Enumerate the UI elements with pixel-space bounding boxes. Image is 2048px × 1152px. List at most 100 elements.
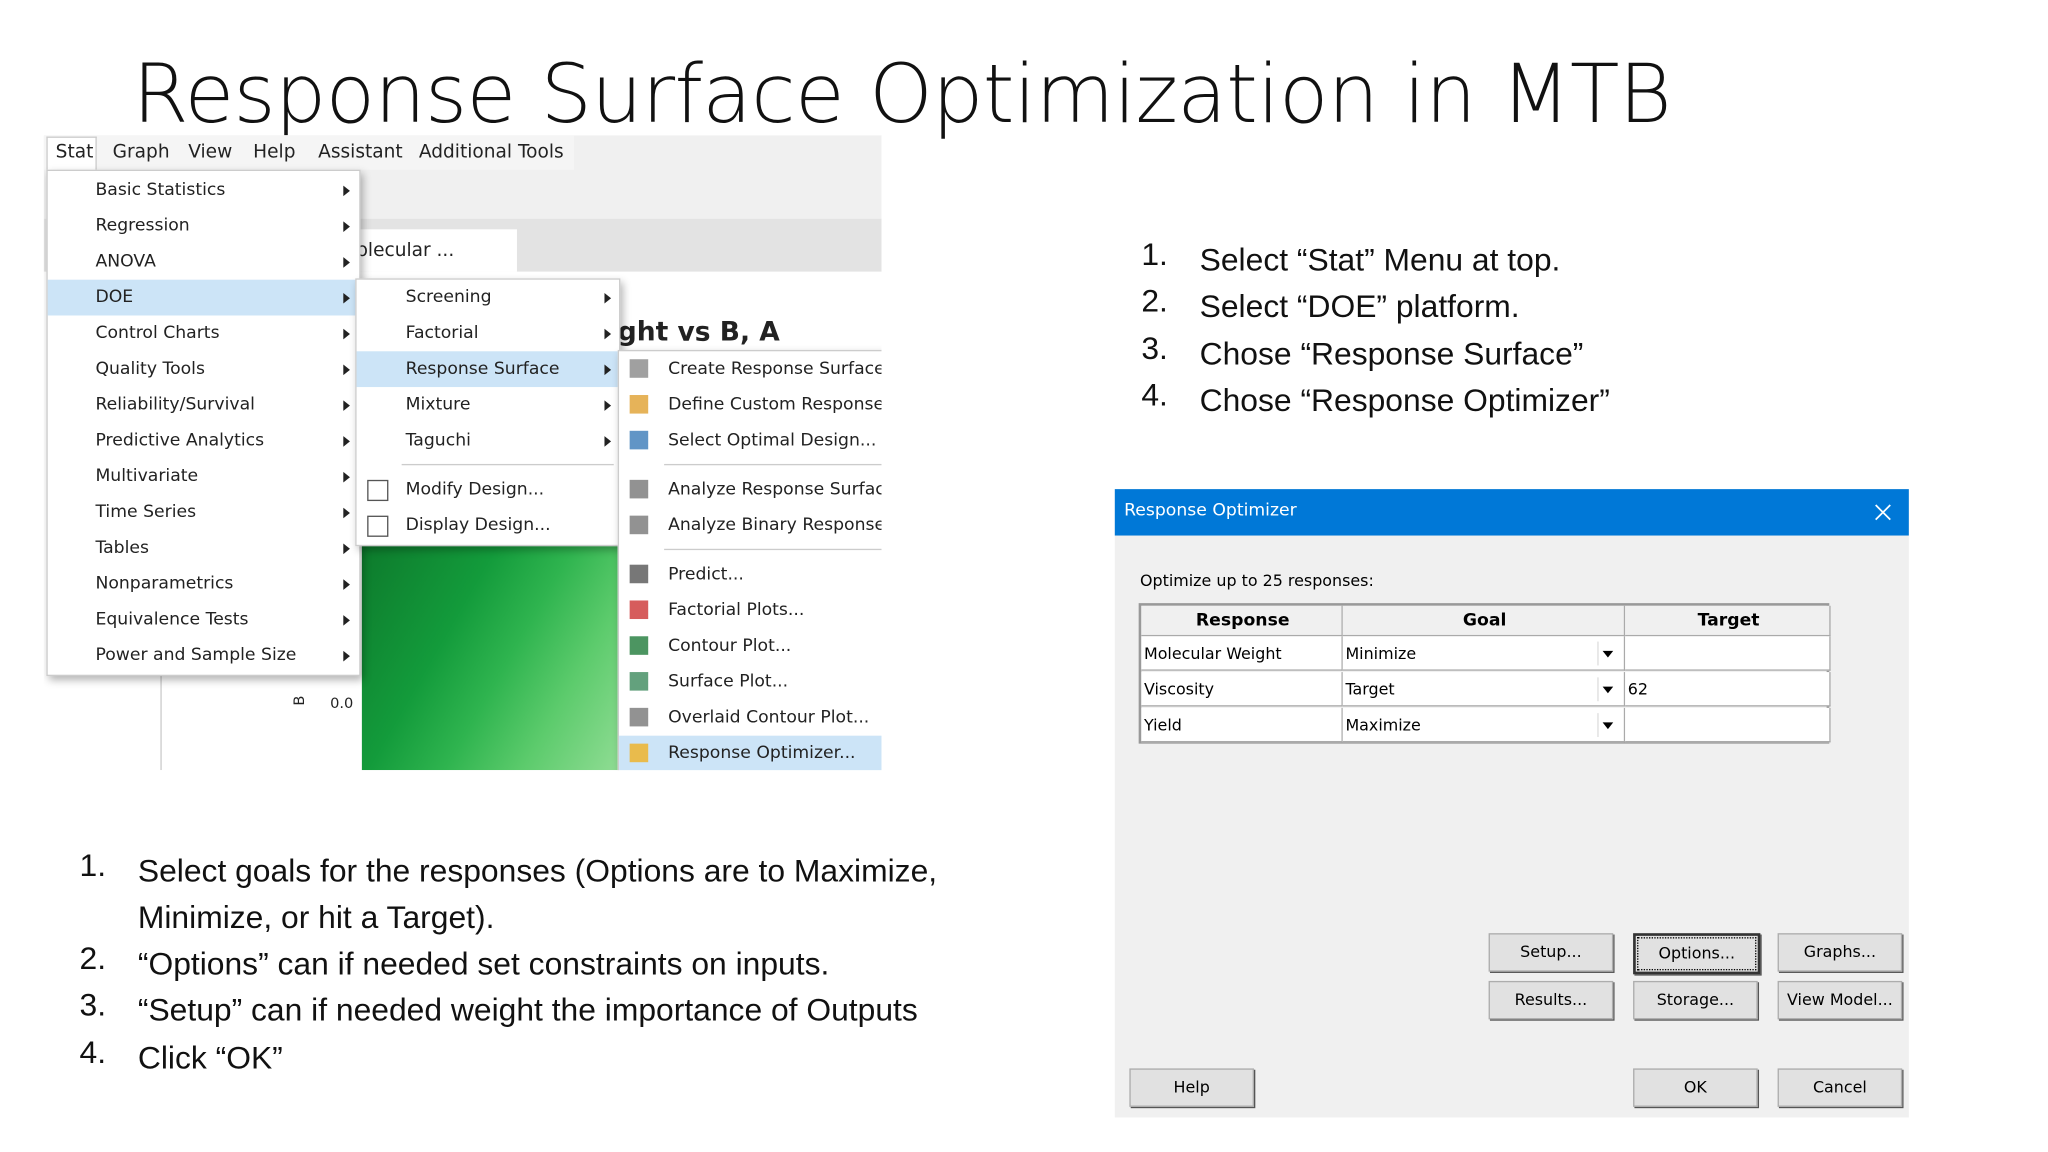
step-text: Click “OK” — [137, 1040, 283, 1077]
menu-screenshot: olecular ... ght vs B, A B 0.0 Stat Graph View… — [43, 135, 882, 771]
submenu-arrow — [343, 257, 350, 268]
submenu-arrow — [343, 328, 350, 340]
response-surface-menu: Create Response Surface Define Custom Res… — [617, 349, 882, 771]
dialog-button[interactable]: Cancel — [1777, 1068, 1903, 1107]
menubar-item[interactable]: Graph — [112, 141, 170, 164]
menu-icon — [629, 636, 649, 655]
stat-menu-item[interactable]: Power and Sample Size — [48, 638, 360, 674]
stat-menu-item[interactable]: DOE — [47, 279, 360, 316]
dialog-button[interactable]: Graphs... — [1777, 933, 1903, 972]
dialog-button[interactable]: Options... — [1633, 933, 1761, 975]
response-surface-menu-item[interactable]: Predict... — [619, 557, 881, 593]
table-cell[interactable]: Minimize — [1342, 636, 1626, 671]
stat-menu-item[interactable]: Equivalence Tests — [48, 602, 360, 638]
dialog-titlebar — [1114, 489, 1909, 536]
menu-item-label: Modify Design... — [405, 479, 545, 500]
menu-item-label: Multivariate — [95, 466, 199, 487]
table-header-cell: Target — [1625, 605, 1831, 637]
step-number: 2. — [79, 941, 107, 977]
step-text: Select goals for the responses (Options … — [137, 853, 938, 936]
axis-value: 0.0 — [330, 694, 354, 712]
menu-item-label: Factorial — [405, 323, 479, 344]
menu-item-label: Analyze Binary Response — [668, 515, 882, 536]
menu-item-label: ANOVA — [95, 251, 156, 272]
table-header-cell: Response — [1141, 605, 1343, 637]
step-number: 1. — [1141, 237, 1168, 274]
doe-menu-item[interactable]: Display Design... — [357, 508, 619, 544]
menu-icon — [629, 600, 649, 620]
doe-menu-item[interactable]: Response Surface — [356, 351, 620, 388]
menubar-item[interactable]: View — [188, 141, 233, 164]
dialog-button[interactable]: View Model... — [1777, 980, 1903, 1020]
stat-menu-item[interactable]: Time Series — [48, 494, 360, 530]
response-surface-menu-item[interactable]: Factorial Plots... — [619, 593, 881, 629]
doe-menu-item[interactable]: Factorial — [357, 315, 619, 351]
stat-menu-item[interactable]: Regression — [48, 208, 360, 244]
step-text: “Setup” can if needed weight the importa… — [137, 992, 918, 1029]
menu-item-label: Mixture — [405, 395, 471, 415]
response-surface-menu-item[interactable]: Analyze Response Surfac — [619, 472, 882, 508]
menu-item-label: Tables — [95, 538, 149, 559]
menu-item-label: Define Custom Response — [668, 395, 882, 415]
menu-item-label: Taguchi — [405, 430, 471, 451]
stat-menu-item[interactable]: Quality Tools — [48, 351, 360, 387]
table-cell: Yield — [1141, 707, 1343, 743]
step-text: Select “Stat” Menu at top. — [1199, 242, 1561, 279]
dialog-button[interactable]: Help — [1129, 1068, 1254, 1107]
doe-menu-item[interactable]: Taguchi — [357, 423, 619, 459]
menubar-item[interactable]: Stat — [55, 141, 94, 164]
menu-icon — [629, 564, 649, 584]
response-surface-menu-item[interactable]: Response Optimizer... — [619, 735, 882, 771]
stat-menu-item[interactable]: Nonparametrics — [48, 566, 360, 602]
menu-icon — [367, 515, 389, 537]
menu-item-label: Time Series — [95, 502, 197, 523]
submenu-arrow — [343, 292, 350, 304]
doe-menu-item[interactable]: Screening — [357, 280, 619, 316]
menu-item-label: Display Design... — [405, 515, 551, 536]
stat-menu-item[interactable]: ANOVA — [48, 244, 360, 280]
dialog-button[interactable]: Setup... — [1488, 933, 1614, 972]
stat-menu-item[interactable]: Basic Statistics — [48, 172, 360, 208]
step-text: Select “DOE” platform. — [1199, 288, 1520, 325]
response-surface-menu-item[interactable]: Contour Plot... — [619, 628, 881, 664]
table-cell[interactable]: Maximize — [1342, 707, 1626, 743]
step-number: 3. — [79, 987, 107, 1024]
response-surface-menu-item[interactable]: Create Response Surface — [619, 351, 882, 387]
response-surface-menu-item[interactable]: Analyze Binary Response — [619, 508, 882, 544]
dialog-button[interactable]: Storage... — [1633, 980, 1758, 1020]
dialog-button[interactable]: OK — [1633, 1068, 1758, 1107]
dialog-button[interactable]: Results... — [1488, 980, 1614, 1020]
menu-item-label: Basic Statistics — [95, 180, 226, 201]
table-cell[interactable] — [1625, 707, 1831, 743]
menu-item-label: Quality Tools — [95, 359, 205, 380]
menu-separator — [664, 548, 882, 551]
response-surface-menu-item[interactable]: Select Optimal Design... — [619, 423, 881, 459]
stat-menu-item[interactable]: Control Charts — [48, 315, 360, 351]
stat-menu-item[interactable]: Reliability/Survival — [48, 387, 360, 423]
menu-item-label: Analyze Response Surfac — [668, 479, 882, 500]
dropdown-arrow — [1602, 722, 1614, 730]
response-surface-menu-item[interactable]: Overlaid Contour Plot... — [619, 700, 881, 736]
menubar-item[interactable]: Additional Tools — [418, 141, 564, 164]
menubar-item[interactable]: Help — [253, 141, 296, 164]
stat-menu-item[interactable]: Tables — [48, 530, 360, 566]
table-cell[interactable]: Target — [1342, 672, 1626, 707]
response-surface-menu-item[interactable]: Define Custom Response — [619, 387, 882, 423]
submenu-arrow — [604, 364, 612, 376]
contour-region — [361, 546, 618, 771]
close-icon[interactable] — [1874, 504, 1891, 521]
submenu-arrow — [343, 615, 350, 626]
doe-menu-item[interactable]: Modify Design... — [357, 472, 619, 508]
stat-menu-item[interactable]: Multivariate — [48, 459, 360, 495]
submenu-arrow — [343, 185, 350, 197]
table-cell[interactable] — [1625, 636, 1831, 671]
stat-menu-item[interactable]: Predictive Analytics — [48, 423, 360, 459]
tab — [351, 229, 517, 272]
menu-item-label: Nonparametrics — [95, 573, 234, 594]
doe-menu-item[interactable]: Mixture — [357, 387, 619, 423]
response-surface-menu-item[interactable]: Surface Plot... — [619, 664, 881, 700]
table-cell[interactable]: 62 — [1625, 672, 1831, 707]
menu-item-label: DOE — [95, 287, 134, 308]
menubar-item[interactable]: Assistant — [318, 141, 403, 164]
